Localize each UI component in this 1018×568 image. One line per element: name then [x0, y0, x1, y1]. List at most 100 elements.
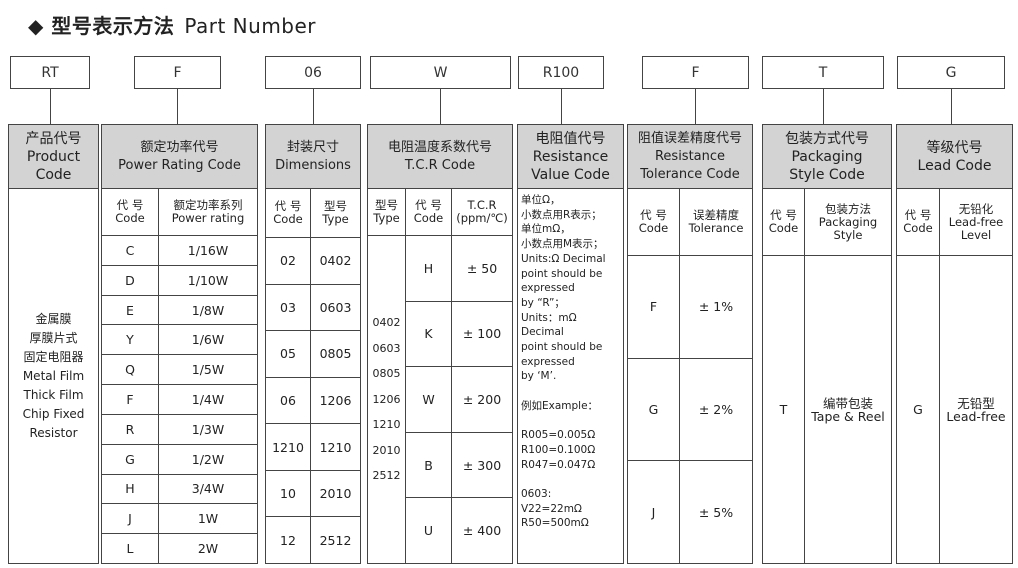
table-cell: 03 — [280, 299, 296, 315]
table-row: F 1/4W — [102, 385, 257, 415]
tcr-column: 电阻温度系数代号 T.C.R Code 型号 Type 代 号 Code T.C.R (pp… — [367, 124, 513, 564]
packaging-column: 包装方式代号 Packaging Style Code 代 号 Code 包装方法 Pac… — [762, 124, 892, 564]
table-cell: B — [424, 457, 433, 473]
label: 误差精度 — [693, 208, 739, 222]
connector-line — [561, 89, 562, 124]
label: Resistance — [654, 148, 726, 164]
table-row: H ± 50 — [406, 236, 512, 302]
table-row: E 1/8W — [102, 295, 257, 326]
label: Lead Code — [917, 157, 992, 174]
table-row: 1210 1210 — [266, 424, 360, 471]
label: 代 号 — [770, 208, 797, 222]
label: 产品代号 — [25, 130, 82, 147]
table-cell: 1/2W — [158, 444, 257, 474]
tcr-type: 1206 — [372, 392, 401, 406]
label: 代 号 — [116, 198, 144, 212]
label: Style — [833, 227, 863, 242]
table-cell: 1206 — [310, 377, 360, 424]
connector-line — [440, 89, 441, 124]
label: 代 号 — [274, 199, 302, 213]
table-cell: ± 100 — [451, 301, 512, 367]
table-cell: L — [126, 541, 134, 557]
product-code-column: 产品代号 Product Code 金属膜 厚膜片式 固定电阻器 Metal Film T… — [8, 124, 99, 564]
table-cell: 1W — [158, 504, 257, 534]
table-cell: E — [126, 302, 134, 318]
label: (ppm/℃) — [456, 211, 508, 225]
label: T.C.R Code — [404, 157, 476, 173]
tcr-type: 2010 — [372, 443, 401, 457]
code-box: R100 — [518, 56, 604, 89]
table-row: C 1/16W — [102, 236, 257, 266]
label: Code — [768, 221, 799, 235]
connector-line — [951, 89, 952, 124]
table-cell: Q — [125, 362, 135, 378]
table-cell: G — [648, 402, 659, 417]
label: Lead-free — [946, 408, 1006, 424]
tcr-type: 0402 — [372, 316, 401, 330]
table-row: 12 2512 — [266, 517, 360, 564]
code-box: W — [370, 56, 511, 89]
label: 厚膜片式 — [29, 330, 78, 345]
label: 封装尺寸 — [286, 139, 339, 155]
label: 额定功率系列 — [173, 198, 243, 212]
label: Lead-free — [948, 214, 1004, 229]
table-cell: G — [125, 451, 135, 467]
table-row: D 1/10W — [102, 265, 257, 296]
label: Product — [26, 148, 81, 165]
code-box: G — [897, 56, 1005, 89]
table-cell: 1210 — [272, 439, 304, 455]
label: 金属膜 — [35, 311, 72, 326]
table-row: F ± 1% — [628, 256, 752, 359]
label: 固定电阻器 — [23, 349, 84, 364]
page-title: ◆ 型号表示方法 Part Number — [28, 14, 317, 38]
label: 额定功率代号 — [140, 139, 219, 155]
table-row: J ± 5% — [628, 461, 752, 564]
code-box: F — [134, 56, 221, 89]
label: Power rating — [171, 211, 245, 225]
label: 无铅型 — [957, 395, 995, 411]
table-cell: 05 — [280, 346, 296, 362]
table-cell: Y — [126, 332, 134, 348]
label: 型号 — [375, 198, 398, 212]
label: Tolerance Code — [640, 166, 740, 182]
table-cell: R — [125, 421, 135, 437]
table-cell: ± 5% — [679, 461, 752, 564]
table-cell: 12 — [280, 532, 296, 548]
label: Code — [903, 221, 933, 235]
resistance-note: 单位Ω， 小数点用R表示； 单位mΩ， 小数点用M表示； Units:Ω Dec… — [521, 194, 606, 530]
dimensions-column: 封装尺寸 Dimensions 代 号 Code 型号 Type 02 0402 03 060… — [265, 124, 361, 564]
table-cell: 1/5W — [158, 355, 257, 385]
connector-line — [695, 89, 696, 124]
label: Code — [115, 211, 145, 225]
table-cell: K — [424, 326, 433, 342]
label: 电阻值代号 — [535, 130, 606, 147]
label: Value Code — [531, 166, 610, 183]
code-box: 06 — [265, 56, 361, 89]
label: Code — [638, 221, 669, 235]
table-row: U ± 400 — [406, 498, 512, 563]
table-cell: H — [423, 260, 434, 276]
resistance-value-column: 电阻值代号 Resistance Value Code 单位Ω， 小数点用R表示； … — [517, 124, 624, 564]
table-row: 02 0402 — [266, 238, 360, 285]
table-cell: 0402 — [310, 238, 360, 284]
table-cell: ± 2% — [679, 358, 752, 461]
table-cell: 1/4W — [158, 385, 257, 414]
label: Resistance — [532, 148, 609, 165]
label: Type — [373, 211, 400, 225]
table-row: 05 0805 — [266, 331, 360, 378]
table-cell: C — [125, 242, 135, 258]
table-row: G ± 2% — [628, 358, 752, 462]
label: 型号 — [324, 199, 347, 213]
table-cell: J — [128, 511, 132, 527]
table-cell: ± 50 — [451, 236, 512, 301]
table-cell: 10 — [280, 486, 296, 502]
label: 包装方式代号 — [785, 130, 869, 147]
label: Tape & Reel — [811, 408, 885, 424]
label: 等级代号 — [926, 139, 983, 156]
table-cell: ± 200 — [451, 367, 512, 432]
label: 编带包装 — [822, 395, 873, 411]
table-row: B ± 300 — [406, 432, 512, 499]
tcr-type: 2512 — [372, 469, 401, 483]
table-row: R 1/3W — [102, 414, 257, 445]
label: Type — [322, 212, 349, 226]
